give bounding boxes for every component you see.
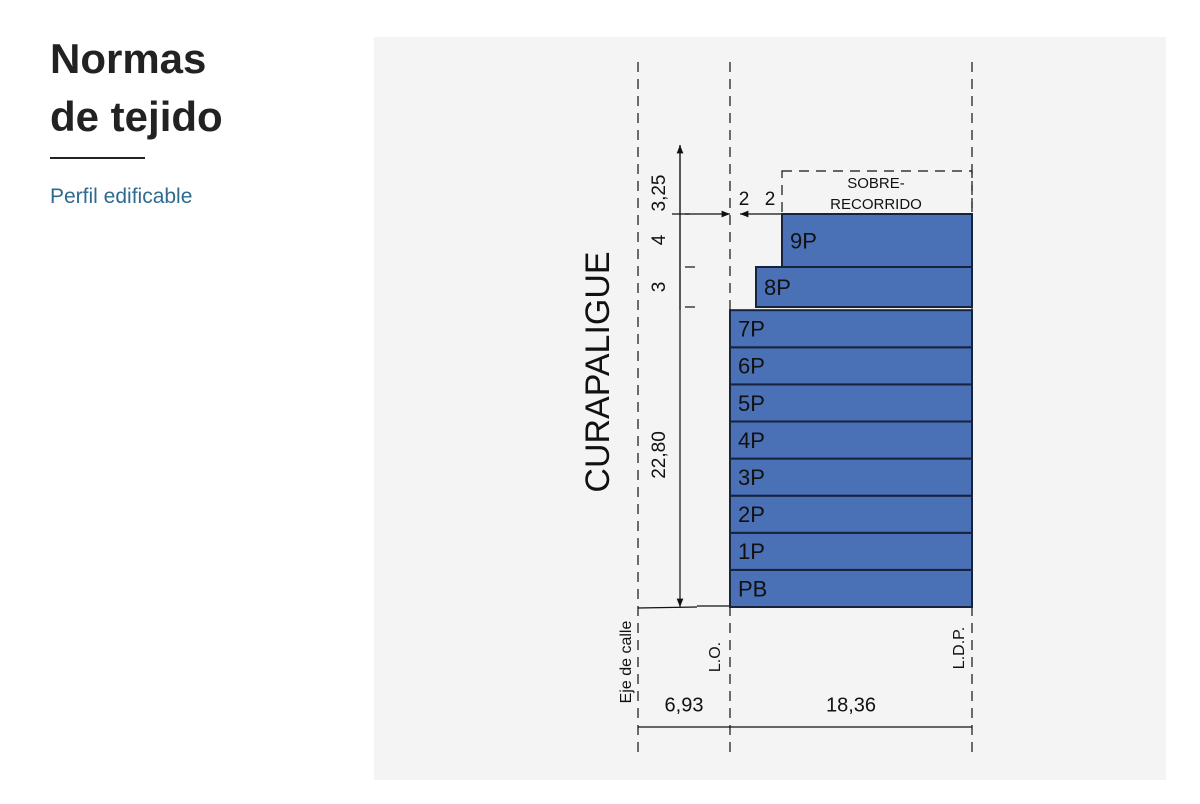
floor-label: 2P xyxy=(738,502,765,527)
width-label: 6,93 xyxy=(665,694,704,716)
width-label: 18,36 xyxy=(826,694,876,716)
floor xyxy=(729,568,973,609)
floor xyxy=(729,346,973,386)
title-line: de tejido xyxy=(50,93,223,140)
floor xyxy=(729,383,973,423)
floor xyxy=(755,266,973,308)
height-label: 22,80 xyxy=(649,431,670,479)
subtitle: Perfil edificable xyxy=(50,185,193,208)
height-label: 3 xyxy=(649,282,670,293)
floor-label: 8P xyxy=(764,275,791,300)
floor-label: PB xyxy=(738,576,767,601)
floor-label: 6P xyxy=(738,354,765,379)
title-rule xyxy=(50,157,145,159)
height-label: 3,25 xyxy=(649,175,670,212)
floor-label: 7P xyxy=(738,317,765,342)
floor xyxy=(781,213,973,268)
street-name: CURAPALIGUE xyxy=(579,251,617,492)
setback-label: 2 xyxy=(765,189,776,210)
setback-label: 2 xyxy=(739,189,750,210)
floor-label: 9P xyxy=(790,228,817,253)
floor xyxy=(729,420,973,460)
over-label: SOBRE- xyxy=(847,175,905,192)
floor xyxy=(729,531,973,571)
floor-label: 1P xyxy=(738,539,765,564)
over-label: RECORRIDO xyxy=(830,196,922,213)
axis-label: Eje de calle xyxy=(618,621,635,704)
title-line: Normas xyxy=(50,35,207,82)
floor xyxy=(729,494,973,534)
floor-label: 4P xyxy=(738,428,765,453)
floor-label: 5P xyxy=(738,391,765,416)
dimension-lines xyxy=(637,145,972,728)
height-label: 4 xyxy=(649,234,670,245)
floor xyxy=(729,457,973,497)
axis-label: L.D.P. xyxy=(951,627,968,669)
floor xyxy=(729,309,973,349)
axis-label: L.O. xyxy=(707,642,724,672)
floor-label: 3P xyxy=(738,465,765,490)
